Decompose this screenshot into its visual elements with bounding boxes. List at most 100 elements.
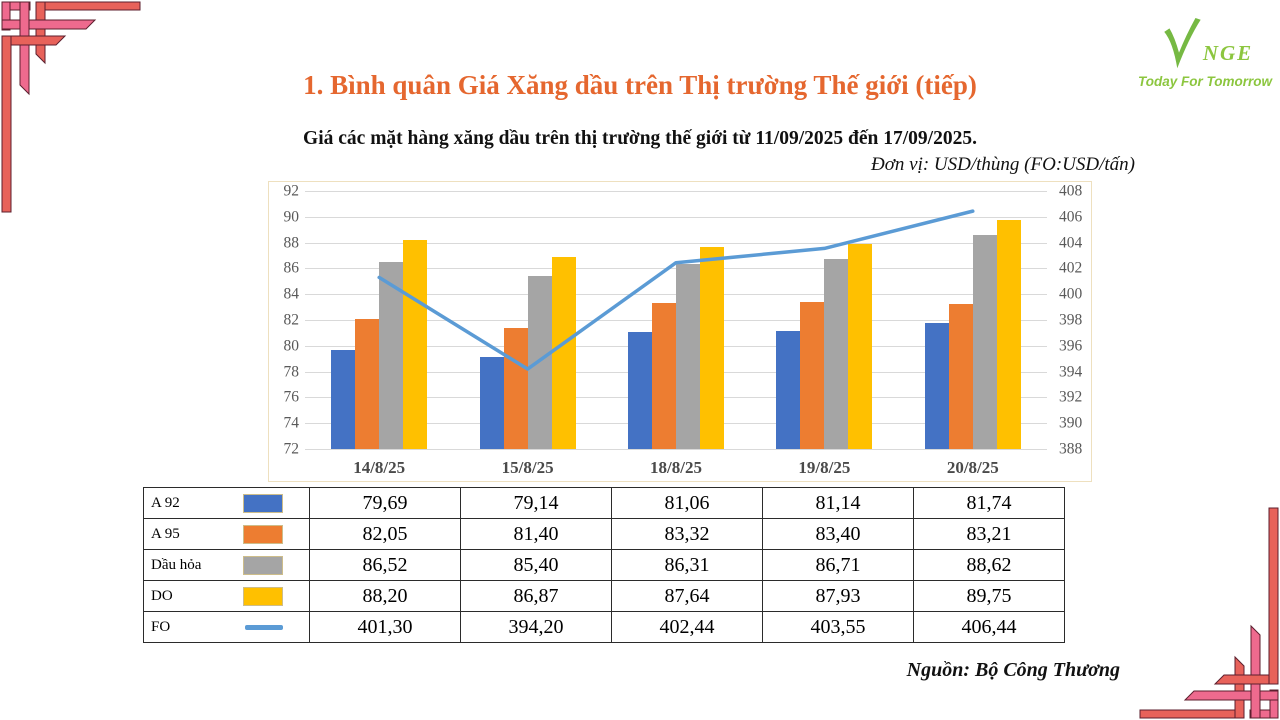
y-axis-tick-label-right: 404 bbox=[1059, 233, 1083, 251]
y-axis-tick-label-left: 80 bbox=[283, 337, 300, 355]
bar-do-14/8/25 bbox=[403, 240, 428, 449]
value-cell: 402,44 bbox=[611, 611, 763, 643]
y-axis-tick-label-left: 84 bbox=[283, 285, 300, 303]
series-label: A 92 bbox=[151, 494, 180, 511]
table-row: Dầu hỏa 86,52 85,40 86,31 86,71 88,62 bbox=[143, 549, 1065, 581]
chart: 72 388 74 390 76 392 78 394 80 396 82 398 84 400 86 402… bbox=[268, 181, 1092, 482]
value-cell: 86,52 bbox=[309, 549, 461, 581]
legend-swatch-do bbox=[243, 586, 283, 606]
value-cell: 88,62 bbox=[913, 549, 1065, 581]
logo-letters: NGE bbox=[1202, 41, 1254, 65]
value-cell: 406,44 bbox=[913, 611, 1065, 643]
value-cell: 83,32 bbox=[611, 518, 763, 550]
y-axis-tick-label-left: 76 bbox=[283, 388, 300, 406]
logo-tagline: Today For Tomorrow bbox=[1138, 74, 1272, 89]
value-cell: 89,75 bbox=[913, 580, 1065, 612]
source-note: Nguồn: Bộ Công Thương bbox=[906, 659, 1120, 681]
page-title: 1. Bình quân Giá Xăng dầu trên Thị trườn… bbox=[303, 70, 977, 100]
value-cell: 87,64 bbox=[611, 580, 763, 612]
series-label-cell: DO bbox=[143, 580, 310, 612]
legend-swatch-dầuhỏa bbox=[243, 555, 283, 575]
value-cell: 79,69 bbox=[309, 487, 461, 519]
series-label: Dầu hỏa bbox=[151, 556, 202, 573]
series-label-cell: Dầu hỏa bbox=[143, 549, 310, 581]
value-cell: 86,71 bbox=[762, 549, 914, 581]
bar-do-19/8/25 bbox=[848, 243, 873, 449]
legend-value-table: A 92 79,69 79,14 81,06 81,14 81,74 A 95 82,05 81… bbox=[143, 487, 1065, 643]
unit-note: Đơn vị: USD/thùng (FO:USD/tấn) bbox=[871, 154, 1135, 175]
company-logo: NGE Today For Tomorrow bbox=[1138, 18, 1272, 89]
bar-a95-14/8/25 bbox=[355, 319, 380, 449]
y-axis-tick-label-left: 90 bbox=[283, 208, 300, 226]
value-cell: 85,40 bbox=[460, 549, 612, 581]
bar-a95-20/8/25 bbox=[948, 304, 973, 449]
value-cell: 86,87 bbox=[460, 580, 612, 612]
chart-subtitle: Giá các mặt hàng xăng dầu trên thị trườn… bbox=[303, 128, 977, 149]
legend-line-swatch-fo bbox=[245, 624, 283, 630]
x-axis-label: 14/8/25 bbox=[353, 458, 406, 477]
bar-dầuhỏa-20/8/25 bbox=[972, 234, 997, 449]
value-cell: 81,14 bbox=[762, 487, 914, 519]
y-axis-tick-label-right: 392 bbox=[1059, 388, 1083, 406]
y-axis-tick-label-right: 388 bbox=[1059, 440, 1083, 458]
series-label: A 95 bbox=[151, 525, 180, 542]
y-axis-tick-label-left: 92 bbox=[283, 182, 300, 200]
gridline bbox=[305, 191, 1047, 192]
legend-swatch-a92 bbox=[243, 493, 283, 513]
series-label: DO bbox=[151, 587, 173, 604]
x-axis-label: 18/8/25 bbox=[650, 458, 702, 477]
table-body: A 92 79,69 79,14 81,06 81,14 81,74 A 95 82,05 81… bbox=[143, 487, 1065, 643]
series-label: FO bbox=[151, 618, 171, 635]
series-label-cell: A 95 bbox=[143, 518, 310, 550]
y-axis-tick-label-right: 406 bbox=[1059, 208, 1083, 226]
series-label-cell: A 92 bbox=[143, 487, 310, 519]
y-axis-tick-label-right: 402 bbox=[1059, 259, 1083, 277]
bar-a92-18/8/25 bbox=[628, 332, 652, 449]
x-axis-label: 19/8/25 bbox=[798, 458, 851, 477]
bar-a92-15/8/25 bbox=[479, 356, 504, 449]
corner-ornament-top-left-icon bbox=[1, 1, 141, 213]
y-axis-tick-label-right: 398 bbox=[1059, 311, 1083, 329]
y-axis-tick-label-left: 82 bbox=[283, 311, 300, 329]
y-axis-tick-label-right: 390 bbox=[1059, 414, 1083, 432]
corner-ornament-bottom-right-icon bbox=[1139, 507, 1279, 719]
table-row: A 92 79,69 79,14 81,06 81,14 81,74 bbox=[143, 487, 1065, 519]
gridline bbox=[305, 449, 1047, 450]
y-axis-tick-label-left: 78 bbox=[283, 362, 300, 380]
bar-do-15/8/25 bbox=[551, 257, 576, 449]
value-cell: 79,14 bbox=[460, 487, 612, 519]
value-cell: 87,93 bbox=[762, 580, 914, 612]
value-cell: 83,21 bbox=[913, 518, 1065, 550]
bar-dầuhỏa-18/8/25 bbox=[676, 264, 700, 449]
bar-do-20/8/25 bbox=[996, 220, 1021, 449]
value-cell: 403,55 bbox=[762, 611, 914, 643]
value-cell: 86,31 bbox=[611, 549, 763, 581]
x-axis-label: 20/8/25 bbox=[946, 458, 999, 477]
value-cell: 83,40 bbox=[762, 518, 914, 550]
legend-swatch-a95 bbox=[243, 524, 283, 544]
bar-dầuhỏa-15/8/25 bbox=[527, 276, 552, 449]
y-axis-tick-label-right: 396 bbox=[1059, 337, 1083, 355]
y-axis-tick-label-right: 394 bbox=[1059, 362, 1083, 380]
table-row: A 95 82,05 81,40 83,32 83,40 83,21 bbox=[143, 518, 1065, 550]
value-cell: 401,30 bbox=[309, 611, 461, 643]
value-cell: 88,20 bbox=[309, 580, 461, 612]
value-cell: 81,06 bbox=[611, 487, 763, 519]
bar-a95-19/8/25 bbox=[800, 301, 825, 449]
y-axis-tick-label-right: 408 bbox=[1059, 182, 1083, 200]
y-axis-tick-label-left: 86 bbox=[283, 259, 300, 277]
value-cell: 394,20 bbox=[460, 611, 612, 643]
value-cell: 81,74 bbox=[913, 487, 1065, 519]
x-axis-label: 15/8/25 bbox=[501, 458, 554, 477]
bar-do-18/8/25 bbox=[700, 247, 724, 449]
bar-a92-20/8/25 bbox=[924, 323, 949, 449]
bar-a95-15/8/25 bbox=[503, 327, 528, 449]
y-axis-tick-label-left: 88 bbox=[283, 233, 300, 251]
gridline bbox=[305, 216, 1047, 218]
series-label-cell: FO bbox=[143, 611, 310, 643]
y-axis-tick-label-left: 74 bbox=[283, 414, 300, 432]
value-cell: 82,05 bbox=[309, 518, 461, 550]
bar-a95-18/8/25 bbox=[652, 302, 676, 449]
y-axis-tick-label-right: 400 bbox=[1059, 285, 1083, 303]
